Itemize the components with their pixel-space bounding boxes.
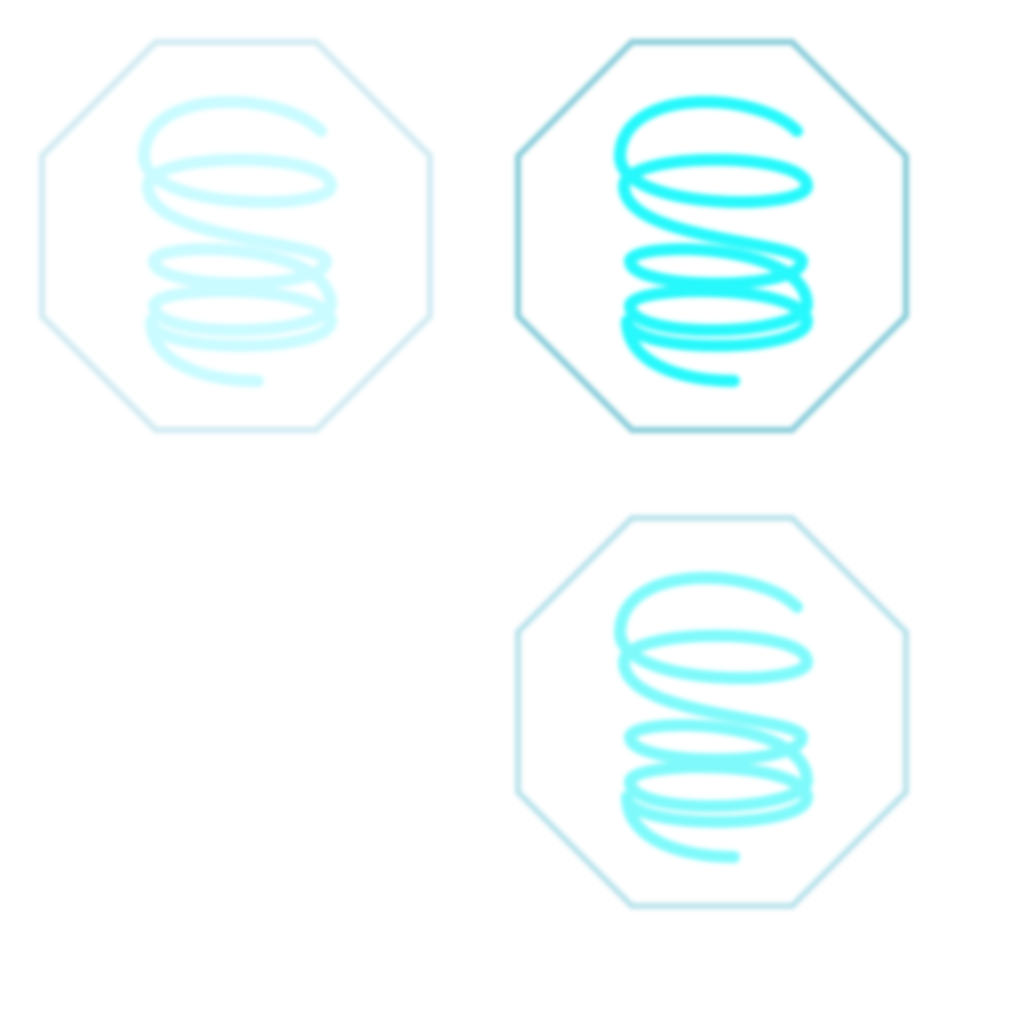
coil-spring — [614, 95, 813, 387]
coil-spring — [138, 95, 337, 387]
octagon-frame — [515, 39, 909, 433]
spring-coil-icon-pressed[interactable] — [512, 512, 912, 912]
spring-coil-icon — [39, 39, 433, 433]
spring-coil-icon — [515, 515, 909, 909]
octagon-frame — [515, 515, 909, 909]
spring-coil-icon-hover[interactable] — [512, 36, 912, 436]
spring-coil-icon — [515, 39, 909, 433]
coil-spring — [614, 571, 813, 863]
spring-coil-icon-normal[interactable] — [36, 36, 436, 436]
octagon-frame — [39, 39, 433, 433]
